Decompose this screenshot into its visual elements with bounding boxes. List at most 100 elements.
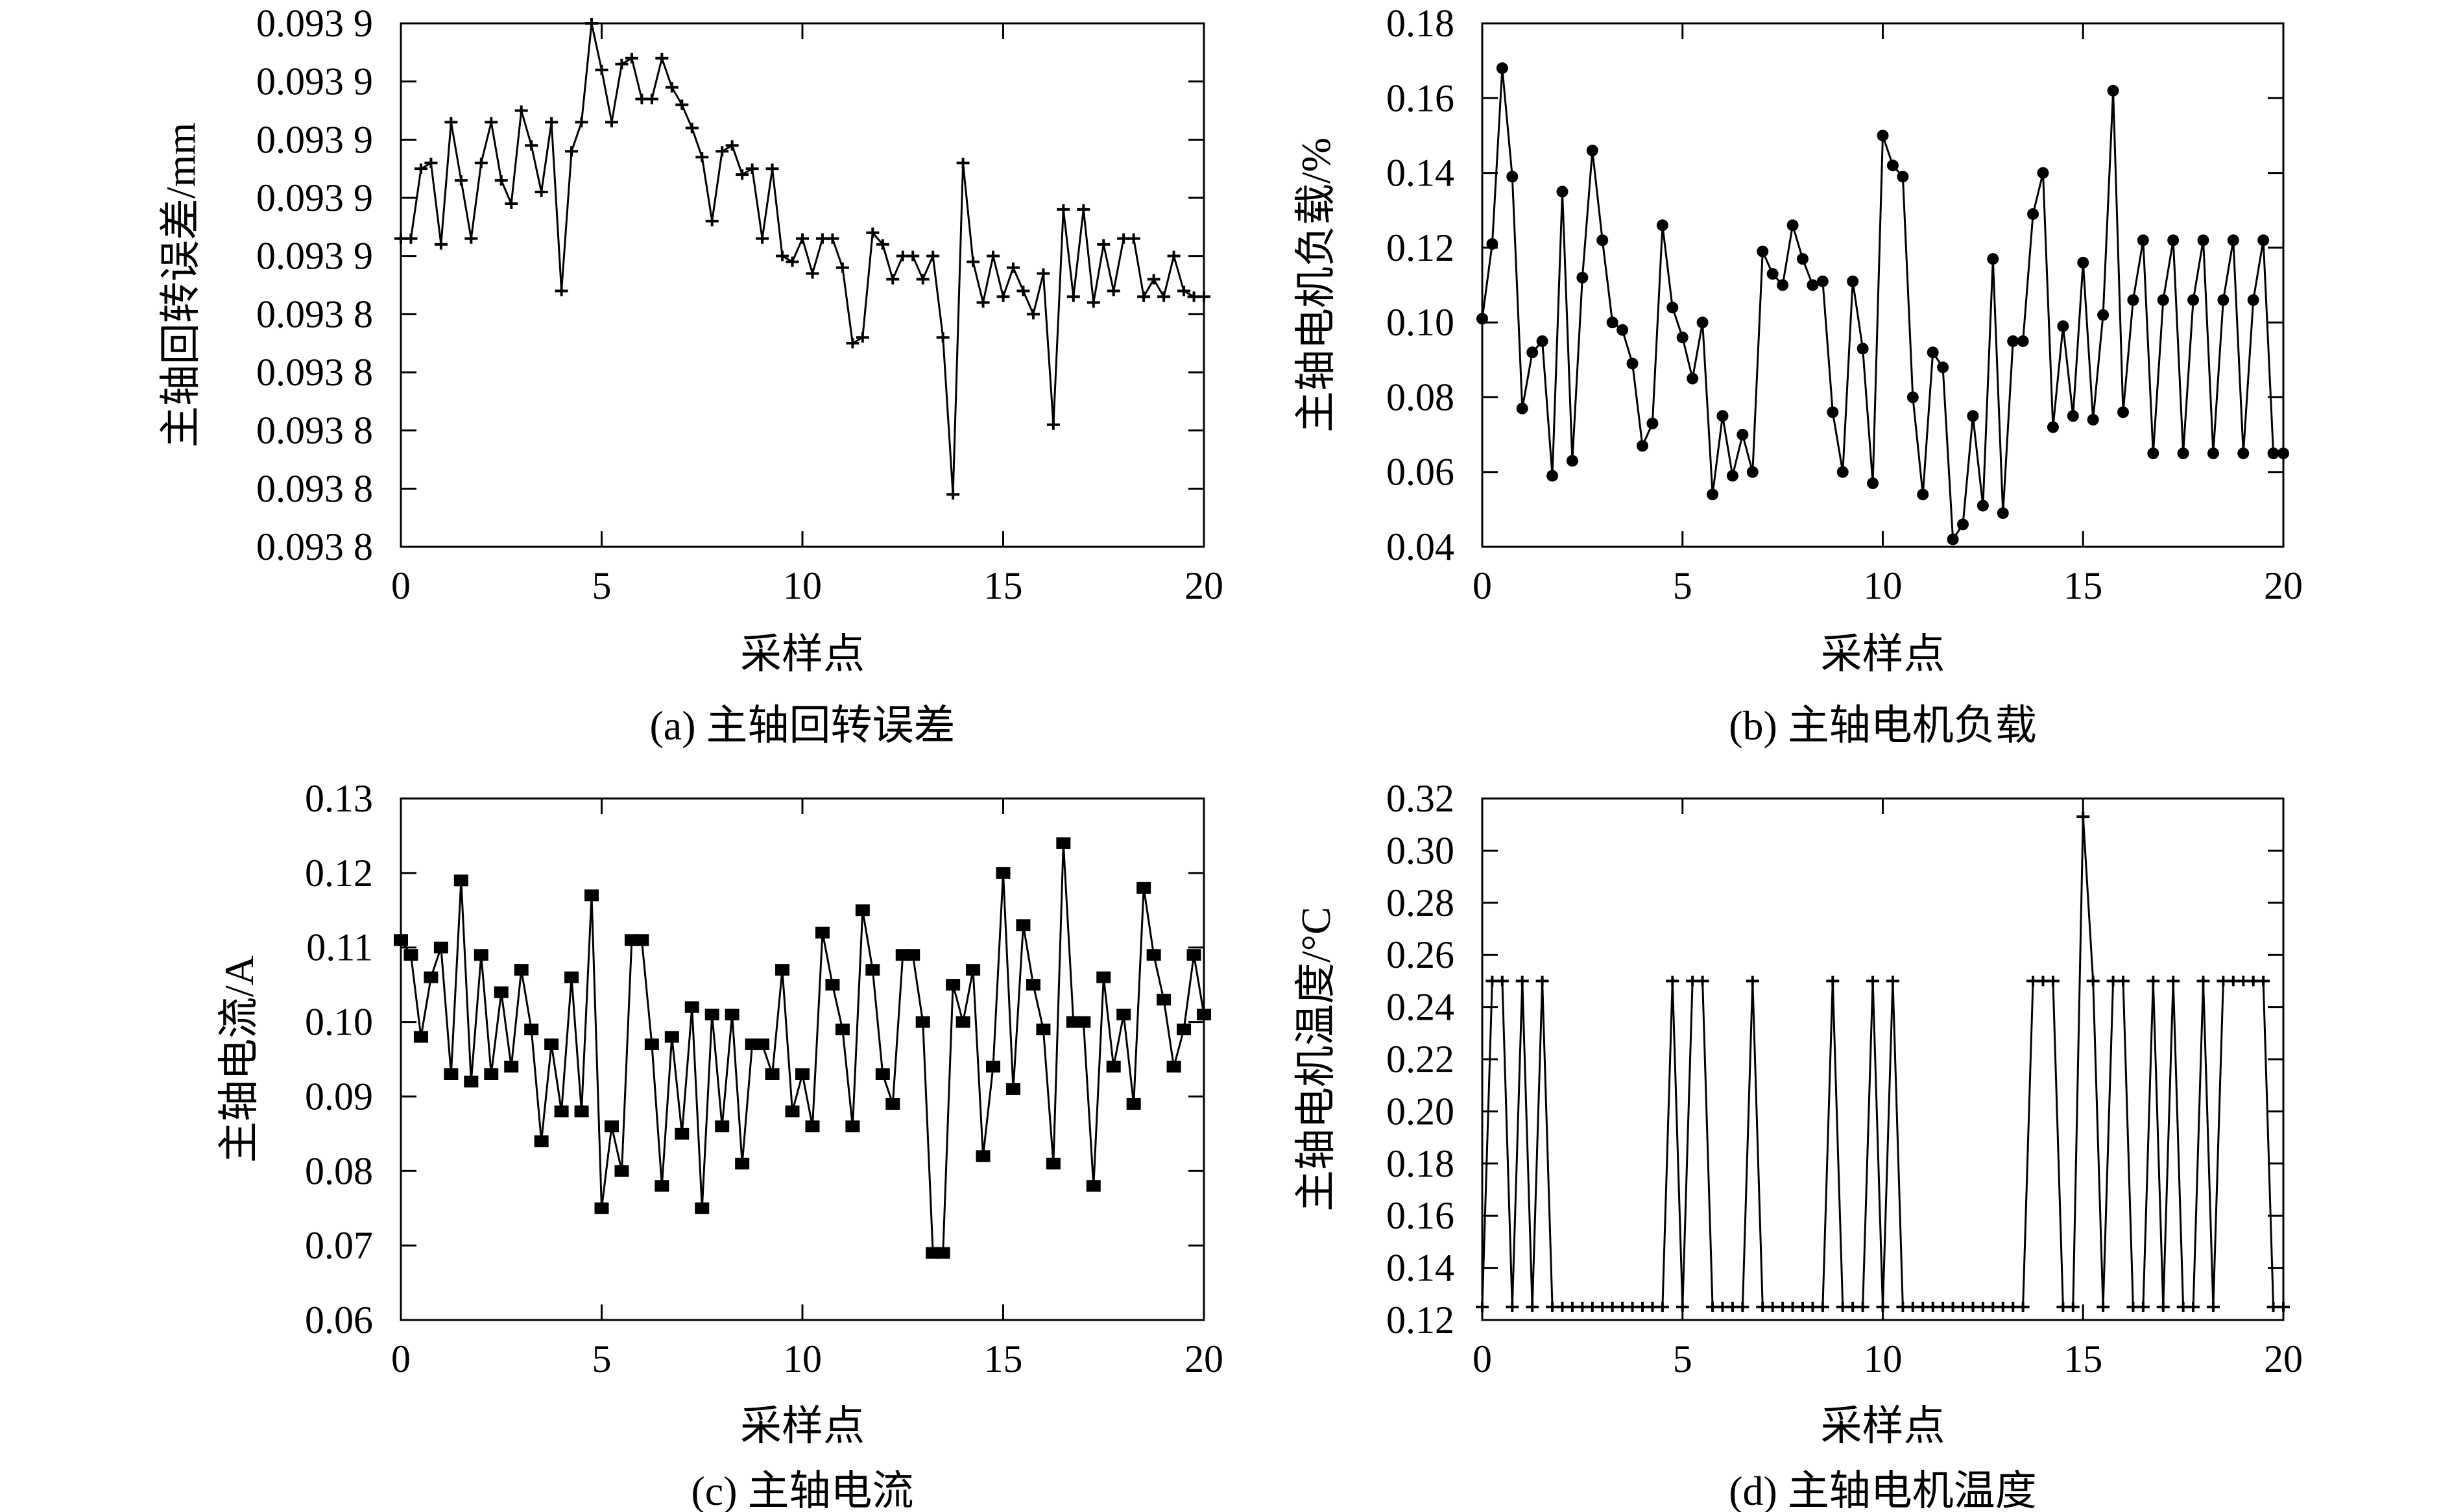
data-point — [584, 889, 599, 902]
x-tick-label: 0 — [1472, 1338, 1492, 1380]
data-point — [1886, 976, 1899, 987]
data-point — [846, 338, 859, 349]
panel-c: 0 5 10 15 20 0.06 0.07 0.08 0.09 0.10 0.11 0.12 0.13… — [216, 777, 1223, 1512]
data-point — [2167, 976, 2180, 987]
data-point — [2206, 1301, 2220, 1312]
data-point — [1596, 234, 1609, 246]
data-point — [1566, 455, 1578, 467]
data-point — [1906, 391, 1919, 403]
y-tick-label: 0.18 — [1386, 2, 1454, 45]
data-point — [1757, 245, 1769, 258]
data-point — [946, 489, 960, 500]
y-tick-label: 0.04 — [1386, 525, 1454, 568]
data-point — [1746, 976, 1759, 987]
data-point — [2117, 406, 2129, 418]
data-point — [1066, 291, 1080, 302]
data-point — [1535, 976, 1549, 987]
data-point — [1737, 429, 1749, 441]
panel-caption: (d) 主轴电机温度 — [1729, 1468, 2037, 1512]
data-point — [1876, 1301, 1890, 1312]
data-point — [474, 949, 488, 961]
y-tick-label: 0.32 — [1386, 777, 1454, 820]
data-point — [1037, 268, 1050, 279]
data-point — [2057, 320, 2069, 332]
data-point — [595, 64, 608, 75]
y-tick-label: 0.18 — [1386, 1142, 1454, 1185]
panel-b: 0 5 10 15 20 0.04 0.06 0.08 0.10 0.12 0.14 0.16 0.18… — [1293, 2, 2303, 749]
data-point — [2136, 1301, 2150, 1312]
data-point — [684, 1001, 699, 1013]
data-point — [715, 1120, 730, 1133]
data-point — [444, 1068, 459, 1080]
y-tick-label: 0.12 — [1386, 1299, 1454, 1341]
y-tick-label: 0.09 — [305, 1075, 373, 1118]
data-point — [2007, 335, 2019, 347]
data-point — [786, 256, 799, 267]
data-point — [424, 971, 439, 983]
data-point — [2027, 208, 2039, 220]
data-point — [1626, 357, 1639, 370]
data-point — [725, 140, 739, 151]
data-point — [916, 274, 930, 285]
data-point — [795, 1068, 810, 1080]
data-point — [785, 1105, 800, 1118]
data-point — [756, 233, 769, 244]
data-point — [996, 867, 1011, 879]
data-point — [1057, 204, 1070, 215]
data-point — [736, 169, 749, 180]
x-tick-label: 0 — [1472, 564, 1492, 607]
data-point — [886, 274, 900, 285]
data-point — [565, 146, 579, 157]
data-point — [1927, 346, 1939, 359]
data-point — [1077, 204, 1090, 215]
data-point — [806, 268, 819, 279]
data-point — [866, 227, 880, 238]
data-point — [514, 964, 529, 976]
data-point — [2086, 976, 2100, 987]
data-point — [735, 1157, 750, 1170]
data-point — [485, 117, 498, 128]
data-point — [2257, 234, 2270, 246]
data-point — [906, 949, 920, 961]
data-point — [634, 934, 649, 946]
data-point — [555, 285, 568, 296]
data-point — [1917, 488, 1929, 501]
x-tick-label: 0 — [391, 1338, 411, 1380]
x-axis-title: 采样点 — [740, 631, 865, 677]
data-point — [2156, 1301, 2170, 1312]
data-point — [875, 1068, 890, 1080]
panel-d: 0 5 10 15 20 0.12 0.14 0.16 0.18 0.20 0.22 0.24 0.26… — [1293, 777, 2303, 1512]
data-point — [1786, 219, 1799, 232]
data-point — [1676, 1301, 1689, 1312]
y-tick-label: 0.093 8 — [256, 467, 373, 510]
panel-caption: (c) 主轴电流 — [691, 1468, 913, 1512]
data-point — [2076, 811, 2090, 822]
data-point — [926, 250, 940, 261]
y-tick-label: 0.093 9 — [256, 176, 373, 219]
data-point — [2107, 84, 2119, 97]
data-point — [2037, 167, 2049, 179]
data-point — [2127, 294, 2139, 306]
data-point — [805, 1120, 820, 1133]
y-tick-label: 0.093 8 — [256, 293, 373, 335]
data-point — [2196, 976, 2210, 987]
panel-caption: (b) 主轴电机负载 — [1729, 702, 2037, 749]
data-point — [454, 175, 468, 186]
data-point — [2147, 447, 2159, 459]
data-point — [1147, 274, 1160, 285]
data-point — [1006, 262, 1020, 273]
data-point — [1977, 499, 1989, 512]
data-point — [2257, 976, 2270, 987]
data-point — [655, 53, 669, 64]
data-point — [1766, 268, 1779, 280]
data-point — [2087, 414, 2099, 426]
data-point — [1637, 440, 1648, 452]
data-point — [1847, 275, 1859, 287]
data-point — [1177, 285, 1191, 296]
y-tick-label: 0.12 — [305, 852, 373, 894]
data-point — [906, 250, 920, 261]
data-point — [2067, 410, 2079, 422]
x-tick-label: 5 — [592, 1338, 612, 1380]
y-tick-label: 0.12 — [1386, 226, 1454, 269]
data-point — [494, 986, 509, 998]
